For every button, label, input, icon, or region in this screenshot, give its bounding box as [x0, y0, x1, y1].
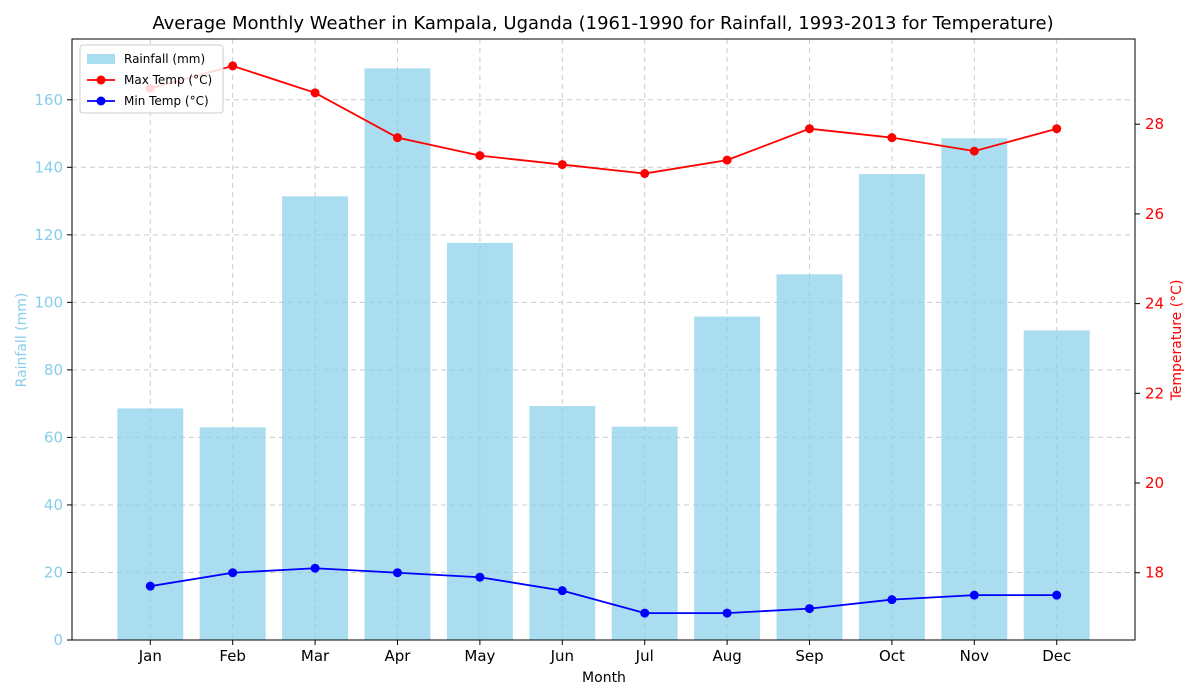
plot-frame [71, 38, 1136, 641]
legend-label-min-temp: Min Temp (°C) [124, 94, 209, 108]
max-temp-point [228, 61, 238, 71]
min-temp-point [145, 581, 155, 591]
x-tick-label: Jun [550, 647, 574, 665]
min-temp-point [310, 563, 320, 573]
rainfall-bar [611, 426, 678, 640]
x-tick-label: Sep [795, 647, 823, 665]
legend-marker-min-temp [96, 96, 106, 106]
max-temp-point [722, 155, 732, 165]
max-temp-point [640, 169, 650, 179]
max-temp-point [392, 133, 402, 143]
min-temp-point [722, 608, 732, 618]
min-temp-point [392, 568, 402, 578]
rainfall-bar [529, 406, 596, 640]
left-y-tick-label: 0 [53, 631, 63, 649]
rainfall-bar [364, 68, 431, 641]
x-tick-label: Nov [960, 647, 989, 665]
rainfall-bar [282, 196, 349, 640]
left-y-tick-label: 120 [34, 226, 63, 244]
right-y-tick-label: 28 [1145, 115, 1164, 133]
min-temp-point [1052, 590, 1062, 600]
legend-swatch-rainfall [87, 54, 115, 64]
legend-label-rainfall: Rainfall (mm) [124, 52, 205, 66]
rainfall-bar [1023, 330, 1090, 640]
max-temp-line [150, 64, 1057, 175]
left-y-tick-label: 140 [34, 158, 63, 176]
x-tick-label: May [464, 647, 495, 665]
min-temp-point [887, 595, 897, 605]
chart-title: Average Monthly Weather in Kampala, Ugan… [152, 13, 1053, 34]
x-tick-label: Apr [385, 647, 412, 665]
left-y-tick-label: 80 [44, 361, 63, 379]
left-y-tick-label: 40 [44, 496, 63, 514]
left-y-tick-label: 160 [34, 91, 63, 109]
min-temp-point [969, 590, 979, 600]
rainfall-bar [117, 408, 184, 640]
rainfall-bar [776, 274, 843, 640]
min-temp-point [805, 604, 815, 614]
x-tick-label: Jul [635, 647, 654, 665]
x-tick-label: Mar [301, 647, 330, 665]
left-y-tick-label: 20 [44, 563, 63, 581]
x-tick-label: Dec [1042, 647, 1071, 665]
max-temp-point [1052, 124, 1062, 134]
left-y-tick-label: 100 [34, 293, 63, 311]
min-temp-point [640, 608, 650, 618]
x-tick-label: Oct [879, 647, 905, 665]
legend-box [79, 44, 224, 114]
legend-marker-max-temp [96, 75, 106, 85]
rainfall-bar [941, 138, 1008, 640]
max-temp-point [475, 151, 485, 161]
min-temp-line [150, 567, 1057, 614]
right-axis-label: Temperature (°C) [1169, 280, 1185, 402]
rainfall-bar [694, 316, 761, 640]
min-temp-point [557, 586, 567, 596]
rainfall-bar [199, 427, 266, 640]
max-temp-point [805, 124, 815, 134]
max-temp-point [969, 146, 979, 156]
min-temp-point [228, 568, 238, 578]
x-tick-label: Jan [138, 647, 162, 665]
max-temp-point [887, 133, 897, 143]
legend: Rainfall (mm) Max Temp (°C) Min Temp (°C) [79, 44, 224, 114]
x-tick-label: Aug [712, 647, 741, 665]
x-axis-label: Month [582, 670, 626, 686]
right-y-tick-label: 24 [1145, 295, 1164, 313]
legend-label-max-temp: Max Temp (°C) [124, 73, 212, 87]
left-axis-label: Rainfall (mm) [14, 293, 30, 388]
rainfall-bar [858, 174, 925, 640]
max-temp-point [310, 88, 320, 98]
max-temp-point [557, 160, 567, 170]
min-temp-point [475, 572, 485, 582]
right-y-tick-label: 22 [1145, 384, 1164, 402]
right-y-tick-label: 20 [1145, 474, 1164, 492]
left-y-tick-label: 60 [44, 428, 63, 446]
x-tick-label: Feb [219, 647, 246, 665]
right-y-tick-label: 18 [1145, 564, 1164, 582]
right-y-tick-label: 26 [1145, 205, 1164, 223]
